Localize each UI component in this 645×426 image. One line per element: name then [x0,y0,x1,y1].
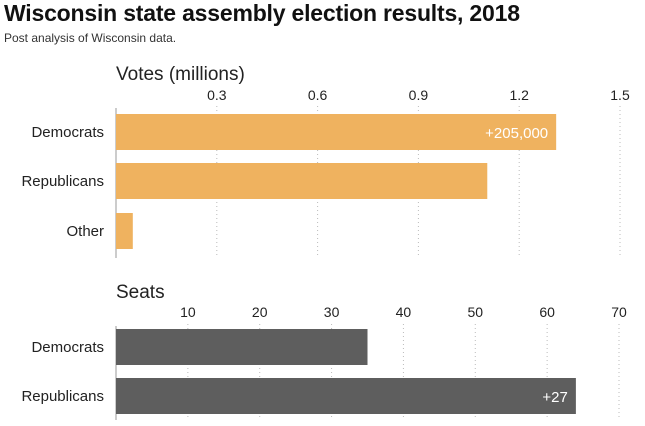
seats-tick-label: 40 [396,304,412,320]
votes-bar-democrats [116,114,557,150]
votes-tick-label: 1.5 [610,87,630,103]
chart-title: Wisconsin state assembly election result… [4,0,520,26]
votes-category-label: Republicans [21,173,104,190]
votes-panel-title: Votes (millions) [116,64,245,85]
seats-category-label: Democrats [31,339,104,356]
seats-tick-label: 20 [252,304,268,320]
votes-tick-label: 0.6 [308,87,328,103]
seats-tick-label: 30 [324,304,340,320]
votes-category-label: Democrats [31,124,104,141]
votes-tick-label: 0.9 [409,87,429,103]
seats-tick-label: 10 [180,304,196,320]
seats-bar-republicans [116,378,576,414]
seats-tick-label: 70 [611,304,627,320]
votes-tick-label: 1.2 [509,87,529,103]
votes-bar-annotation: +205,000 [485,125,548,142]
seats-tick-label: 60 [539,304,555,320]
chart-subtitle: Post analysis of Wisconsin data. [4,31,177,45]
seats-panel-title: Seats [116,282,165,303]
votes-tick-label: 0.3 [207,87,227,103]
votes-bar-republicans [116,163,488,199]
votes-category-label: Other [66,223,104,240]
votes-bar-other [116,213,133,249]
seats-category-label: Republicans [21,388,104,405]
seats-bar-democrats [116,329,368,365]
seats-bar-annotation: +27 [542,389,567,406]
seats-tick-label: 50 [467,304,483,320]
